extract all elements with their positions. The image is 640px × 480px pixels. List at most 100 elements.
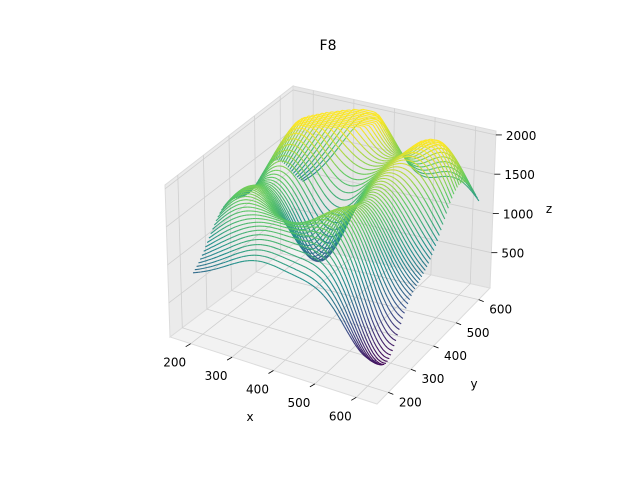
surface-line (441, 166, 445, 172)
surface-line (303, 135, 307, 139)
surface-line (273, 246, 277, 249)
surface-line (376, 273, 381, 281)
surface-line (361, 200, 365, 202)
surface-line (379, 218, 384, 224)
surface-line (284, 257, 288, 260)
surface-line (391, 191, 395, 196)
surface-line (421, 168, 425, 173)
surface-line (358, 312, 363, 321)
surface-line (368, 186, 372, 190)
surface-line (262, 215, 266, 217)
surface-line (358, 203, 362, 206)
surface-line (396, 283, 400, 288)
surface-line (384, 189, 388, 193)
surface-line (239, 196, 243, 199)
surface-line (265, 166, 269, 171)
surface-line (380, 346, 384, 351)
surface-line (331, 114, 335, 117)
surface-line (318, 255, 322, 259)
surface-line (284, 160, 288, 163)
surface-line (352, 213, 357, 218)
surface-line (324, 212, 328, 215)
surface-line (323, 181, 327, 186)
surface-line (268, 197, 273, 202)
surface-line (324, 131, 329, 135)
surface-line (467, 184, 471, 188)
surface-line (369, 348, 374, 354)
surface-line (351, 325, 356, 333)
surface-line (274, 216, 278, 219)
surface-line (346, 198, 350, 201)
surface-line (338, 222, 343, 226)
surface-line (423, 146, 427, 148)
surface-line (303, 244, 307, 246)
surface-line (405, 196, 409, 201)
surface-line (226, 238, 230, 241)
surface-line (228, 207, 232, 211)
surface-line (404, 163, 408, 166)
surface-line (389, 161, 393, 165)
surface-line (233, 244, 237, 247)
surface-line (365, 116, 369, 119)
surface-line (384, 168, 388, 171)
surface-line (317, 115, 321, 118)
surface-line (409, 163, 413, 168)
surface-line (268, 173, 272, 176)
surface-line (313, 146, 318, 151)
surface-line (246, 240, 250, 242)
surface-line (381, 166, 386, 169)
surface-line (359, 205, 363, 208)
surface-line (349, 116, 352, 119)
surface-line (198, 261, 202, 264)
surface-line (350, 120, 354, 123)
surface-line (348, 140, 353, 144)
surface-line (288, 149, 291, 152)
surface-line (371, 177, 375, 181)
surface-line (422, 142, 426, 144)
surface-line (432, 205, 436, 211)
surface-line (340, 314, 345, 321)
surface-line (325, 153, 329, 158)
surface-line (374, 175, 378, 179)
surface-line (367, 109, 371, 112)
surface-line (379, 198, 383, 203)
surface-line (392, 148, 396, 153)
surface-line (360, 247, 364, 255)
surface-line (258, 192, 262, 196)
surface-line (355, 207, 359, 211)
surface-line (412, 232, 416, 237)
surface-line (215, 218, 219, 222)
surface-line (428, 242, 432, 248)
surface-line (328, 156, 333, 161)
surface-line (419, 141, 423, 144)
surface-line (352, 255, 357, 263)
surface-line (380, 123, 384, 129)
surface-line (267, 171, 271, 174)
surface-line (318, 185, 323, 191)
surface-line (223, 252, 227, 255)
surface-line (367, 185, 371, 190)
surface-line (326, 284, 330, 289)
surface-line (272, 217, 276, 220)
surface-line (223, 211, 227, 215)
surface-line (360, 144, 365, 149)
surface-line (375, 152, 379, 156)
surface-line (293, 267, 297, 271)
surface-line (360, 192, 365, 197)
surface-line (360, 307, 364, 316)
surface-line (276, 199, 280, 204)
surface-line (346, 215, 350, 219)
surface-line (389, 256, 394, 263)
grid-z-left (167, 168, 294, 266)
surface-line (351, 334, 355, 340)
surface-line (315, 165, 319, 169)
surface-line (276, 178, 281, 182)
surface-line (371, 319, 376, 327)
surface-line (424, 219, 429, 225)
surface-line (369, 179, 373, 184)
surface-line (374, 266, 378, 274)
surface-line (404, 187, 408, 192)
surface-line (342, 242, 347, 249)
surface-line (438, 141, 442, 144)
surface-line (342, 270, 347, 278)
